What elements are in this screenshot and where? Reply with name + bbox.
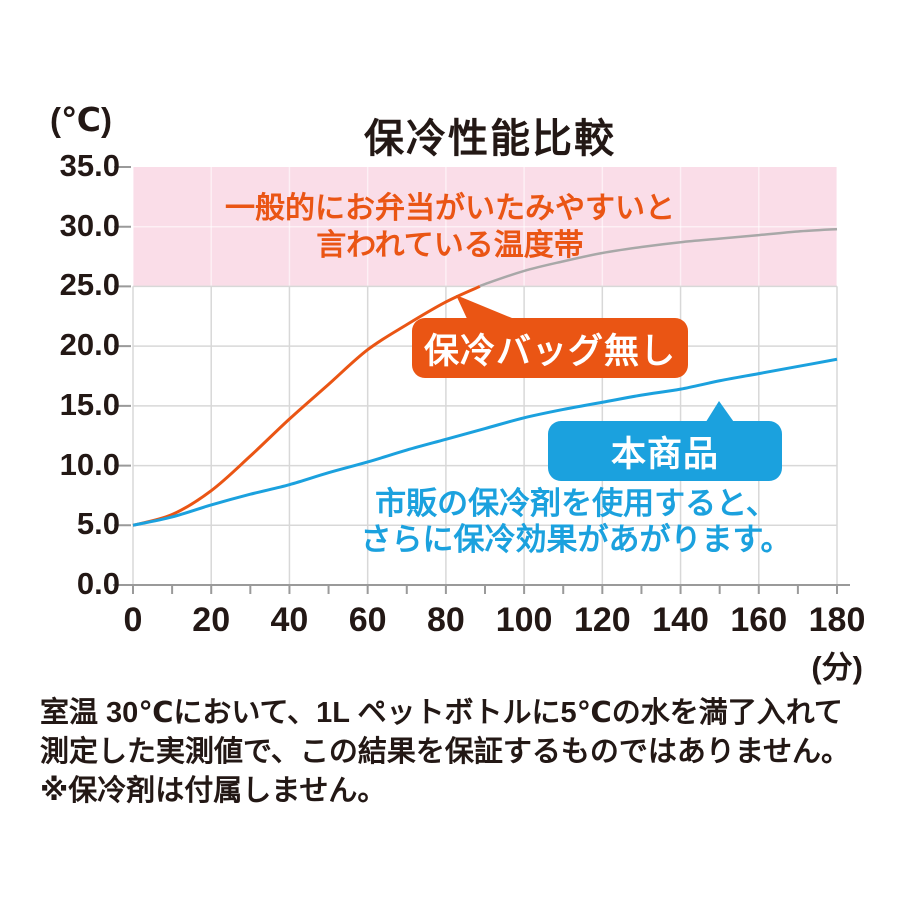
y-tick-label: 0.0 [76, 566, 120, 601]
callout-this-product-label: 本商品 [610, 434, 719, 474]
x-tick-label: 100 [495, 601, 553, 639]
x-tick-label: 140 [652, 601, 709, 639]
x-tick-label: 80 [426, 601, 465, 639]
y-tick-label: 30.0 [59, 207, 120, 243]
y-tick-label: 25.0 [59, 267, 120, 303]
x-tick-label: 20 [192, 601, 231, 639]
footnote: 室温 30℃において、1L ペットボトルに5℃の水を満了入れて 測定した実測値で… [40, 694, 880, 811]
footnote-line1: 室温 30℃において、1L ペットボトルに5℃の水を満了入れて [40, 697, 843, 729]
danger-band-label: 一般的にお弁当がいたみやすいと 言われている温度帯 [170, 190, 730, 264]
y-tick-label: 15.0 [59, 386, 120, 422]
ice-pack-annotation-line1: 市販の保冷剤を使用すると、 [375, 486, 777, 521]
series-no-bag-above-band [478, 227, 838, 288]
footnote-line2: 測定した実測値で、この結果を保証するものではありません。 [40, 736, 850, 768]
y-tick-label: 20.0 [59, 327, 120, 363]
y-tick-label: 5.0 [76, 506, 120, 542]
y-tick-label: 35.0 [59, 148, 120, 183]
callout-this-product-tail [704, 401, 736, 425]
series-no-bag [132, 285, 481, 527]
ice-pack-annotation-line2: さらに保冷効果があがります。 [360, 522, 792, 557]
x-tick-label: 120 [573, 601, 631, 639]
x-tick-label: 60 [348, 601, 387, 639]
x-tick-label: 40 [270, 601, 309, 639]
chart-title: 保冷性能比較 [364, 117, 616, 161]
y-tick-label: 10.0 [59, 446, 120, 482]
x-tick-label: 160 [730, 601, 788, 639]
series-product [132, 357, 838, 527]
danger-band-label-line1: 一般的にお弁当がいたみやすいと [225, 192, 675, 225]
footnote-line3: ※保冷剤は付属しません。 [40, 775, 387, 807]
x-axis-unit-label: (分) [811, 650, 863, 685]
callout-no-cooling-bag: 保冷バッグ無し [412, 318, 688, 378]
danger-band-label-line2: 言われている温度帯 [316, 229, 584, 262]
x-tick-label: 180 [808, 601, 866, 639]
callout-no-cooling-bag-tail [456, 295, 524, 323]
callout-this-product: 本商品 [548, 421, 782, 481]
ice-pack-annotation: 市販の保冷剤を使用すると、 さらに保冷効果があがります。 [320, 486, 832, 558]
x-tick-label: 0 [123, 601, 143, 639]
y-axis-unit-label: (℃) [50, 101, 112, 138]
callout-no-cooling-bag-label: 保冷バッグ無し [423, 331, 676, 371]
